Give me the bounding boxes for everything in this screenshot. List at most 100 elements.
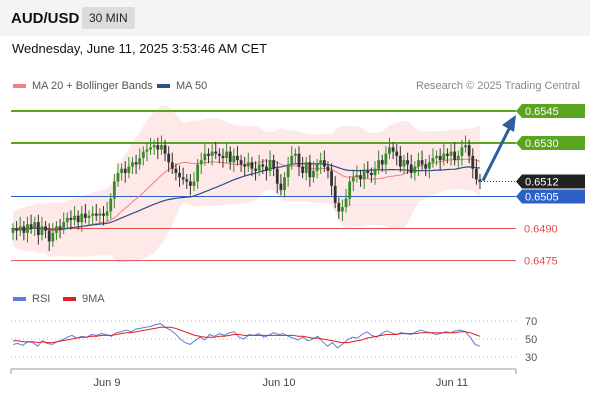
candle — [290, 146, 294, 170]
candle — [76, 210, 80, 230]
candle-body — [272, 160, 276, 169]
candle — [417, 152, 420, 177]
candle — [341, 199, 344, 222]
candle-body — [170, 162, 174, 169]
candle-body — [297, 153, 301, 167]
candle-body — [112, 181, 116, 199]
candle-body — [152, 145, 156, 148]
candle-body — [395, 151, 399, 156]
candle — [221, 148, 225, 168]
candle-body — [275, 168, 279, 184]
forecast-arrow-shaft — [481, 128, 511, 182]
candle-body — [377, 160, 381, 169]
level-tag-1 — [516, 136, 585, 151]
candle — [254, 161, 257, 181]
candle-body — [464, 145, 467, 148]
candle — [94, 203, 98, 222]
candle-body — [366, 170, 370, 173]
candle — [308, 154, 312, 187]
candle-body — [243, 164, 247, 167]
rsi-tick-label-1: 50 — [525, 334, 537, 346]
candle-body — [257, 164, 261, 171]
level-tag-2 — [516, 189, 585, 204]
timeframe-button[interactable]: 30 MIN — [82, 7, 135, 29]
candle — [250, 156, 254, 177]
candle — [55, 221, 58, 241]
candle-body — [471, 155, 475, 169]
candle — [210, 144, 214, 166]
candle — [145, 141, 149, 162]
ma50-legend-label: MA 50 — [176, 80, 208, 92]
candle-body — [337, 202, 341, 212]
candle — [272, 154, 276, 177]
candle — [398, 146, 402, 172]
candle-body — [196, 164, 200, 182]
candle-body — [58, 226, 62, 229]
candle-body — [351, 177, 355, 182]
candle-body — [442, 153, 446, 161]
level-label-0: 0.6545 — [525, 106, 559, 118]
rsi-legend-label: RSI — [32, 293, 51, 305]
candle-body — [127, 166, 131, 173]
candle-body — [304, 162, 308, 173]
candle — [178, 165, 181, 187]
candle — [467, 139, 471, 164]
candle-body — [44, 226, 47, 231]
candle — [478, 174, 482, 189]
candle — [402, 154, 406, 175]
candle-body — [105, 211, 109, 216]
candle-body — [26, 224, 29, 233]
candle-body — [109, 198, 113, 212]
x-tick-label-1: Jun 10 — [262, 377, 295, 389]
candle-body — [73, 215, 76, 220]
candle — [228, 146, 232, 170]
candle — [359, 169, 362, 187]
candle — [185, 174, 189, 189]
candle-body — [362, 170, 366, 180]
legend-ma20: MA 20 + Bollinger Bands — [13, 80, 153, 92]
candle-body — [181, 177, 185, 180]
candle — [406, 152, 409, 175]
candle — [22, 221, 26, 241]
candle-body — [239, 160, 243, 165]
candle-body — [116, 172, 120, 182]
candle — [80, 206, 84, 232]
candle-body — [138, 158, 142, 165]
candle-body — [207, 153, 210, 156]
candle — [149, 137, 152, 155]
candle — [369, 167, 373, 183]
candle-body — [178, 172, 181, 178]
candle-body — [87, 215, 91, 218]
candle-body — [268, 160, 272, 171]
candle — [431, 148, 435, 168]
candle-body — [413, 166, 417, 173]
candle-body — [134, 162, 138, 165]
candle-body — [188, 181, 192, 186]
candle — [73, 206, 76, 226]
candle — [188, 174, 192, 196]
candle — [199, 152, 203, 175]
candle-body — [40, 226, 44, 235]
candle-body — [283, 177, 286, 191]
legend-9ma: 9MA — [63, 293, 105, 305]
candle-body — [120, 168, 124, 173]
candle-body — [315, 164, 319, 171]
candle — [268, 150, 272, 177]
rsi-tick-label-2: 30 — [525, 352, 537, 364]
candle-body — [265, 166, 268, 171]
ma20-legend-label: MA 20 + Bollinger Bands — [32, 80, 153, 92]
candle — [384, 146, 388, 175]
candle-body — [55, 226, 58, 233]
ma20-swatch — [13, 84, 26, 88]
rsi-tick-label-0: 70 — [525, 316, 537, 328]
current-price-label: 0.6512 — [525, 177, 559, 189]
candle — [243, 156, 247, 177]
candle-body — [76, 215, 80, 223]
candle — [181, 167, 185, 185]
candle — [438, 148, 442, 170]
candle-body — [156, 145, 160, 150]
candle — [420, 150, 424, 170]
candle — [409, 154, 413, 179]
candle — [65, 212, 69, 230]
